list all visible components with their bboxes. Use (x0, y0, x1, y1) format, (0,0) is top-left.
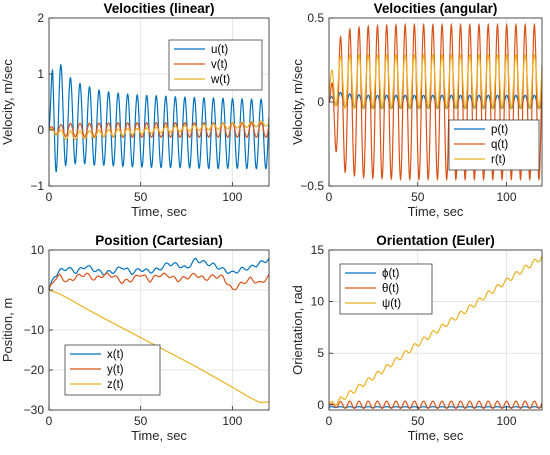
x-tick-label: 50 (411, 414, 425, 428)
x-tick-label: 0 (46, 414, 53, 428)
legend: u(t) v(t) w(t) (168, 39, 263, 91)
y-tick-label: −30 (24, 403, 45, 417)
legend-entry-label: v(t) (211, 59, 228, 71)
series-line-1 (49, 63, 269, 173)
x-tick-label: 0 (326, 414, 333, 428)
x-tick-label: 0 (46, 190, 53, 204)
y-tick-label: 0 (37, 123, 44, 137)
series-line-3 (329, 255, 542, 406)
plot-frame (48, 17, 270, 187)
y-tick-label: 0.5 (307, 11, 324, 25)
series-line-3 (329, 54, 542, 110)
x-tick-label: 100 (222, 190, 242, 204)
y-tick-label: 5 (317, 346, 324, 360)
plot-frame (328, 249, 543, 411)
series-line-2 (329, 22, 542, 182)
y-axis-label: Velocity, m/sec (0, 59, 15, 145)
chart-title: Velocities (angular) (374, 1, 498, 16)
legend-entry-label: q(t) (491, 139, 508, 151)
y-tick-label: −0.5 (300, 179, 324, 193)
y-tick-label: 0 (37, 283, 44, 297)
x-tick-label: 0 (326, 190, 333, 204)
y-tick-label: 1 (37, 67, 44, 81)
y-axis-label: Velocity, m/sec (290, 59, 305, 145)
legend-box (448, 119, 540, 171)
legend: x(t) y(t) z(t) (64, 344, 161, 396)
legend-entry-label: p(t) (491, 124, 508, 136)
legend: p(t) q(t) r(t) (448, 119, 540, 171)
y-axis-label: Orientation, rad (290, 285, 305, 375)
legend-entry-label: θ(t) (382, 283, 399, 295)
x-axis-label: Time, sec (131, 428, 187, 443)
series-line-2 (329, 400, 542, 410)
legend-box (339, 263, 433, 315)
x-tick-label: 50 (411, 190, 425, 204)
x-tick-label: 50 (134, 414, 148, 428)
y-tick-label: 0 (317, 95, 324, 109)
y-tick-label: −1 (30, 179, 44, 193)
legend-entry-label: ψ(t) (382, 298, 401, 310)
chart-title: Orientation (Euler) (376, 233, 495, 248)
legend-entry-label: x(t) (107, 349, 124, 361)
legend-entry-label: u(t) (211, 44, 228, 56)
x-tick-label: 100 (496, 190, 516, 204)
chart-panel-3: 0 50 100 −30 −20 −10 0 10 Position (Cartesian) Ti… (0, 233, 270, 443)
y-tick-label: 10 (311, 295, 325, 309)
y-axis-label: Position, m (0, 298, 15, 362)
x-tick-label: 100 (496, 414, 516, 428)
legend-entry-label: ϕ(t) (382, 268, 399, 280)
legend-entry-label: r(t) (491, 154, 506, 166)
legend: ϕ(t) θ(t) ψ(t) (339, 263, 433, 315)
series-line-3 (49, 120, 269, 141)
y-tick-label: −10 (24, 323, 45, 337)
y-tick-label: 2 (37, 11, 44, 25)
legend-box (168, 39, 263, 91)
chart-panel-4: 0 50 100 0 5 10 15 Orientation (Euler) Time, sec… (290, 233, 543, 443)
legend-entry-label: z(t) (107, 379, 124, 391)
y-tick-label: 15 (311, 243, 325, 257)
x-tick-label: 100 (222, 414, 242, 428)
chart-title: Velocities (linear) (103, 1, 214, 16)
x-tick-label: 50 (134, 190, 148, 204)
series-line-1 (49, 257, 269, 291)
chart-title: Position (Cartesian) (95, 233, 223, 248)
x-axis-label: Time, sec (408, 428, 464, 443)
legend-box (64, 344, 161, 396)
y-tick-label: −20 (24, 363, 45, 377)
y-tick-label: 0 (317, 398, 324, 412)
legend-entry-label: y(t) (107, 364, 124, 376)
x-axis-label: Time, sec (131, 204, 187, 219)
legend-entry-label: w(t) (210, 74, 230, 86)
series-line-2 (49, 272, 269, 291)
y-tick-label: 10 (31, 243, 45, 257)
x-axis-label: Time, sec (408, 204, 464, 219)
